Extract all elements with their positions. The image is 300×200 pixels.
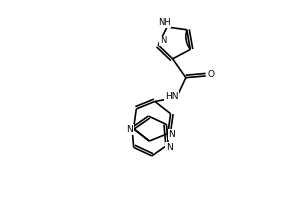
Text: NH: NH (158, 18, 170, 27)
Text: N: N (166, 143, 172, 152)
Text: HN: HN (165, 92, 178, 101)
Text: N: N (169, 130, 175, 139)
Text: O: O (207, 70, 214, 79)
Text: N: N (160, 36, 167, 45)
Text: N: N (126, 125, 133, 134)
